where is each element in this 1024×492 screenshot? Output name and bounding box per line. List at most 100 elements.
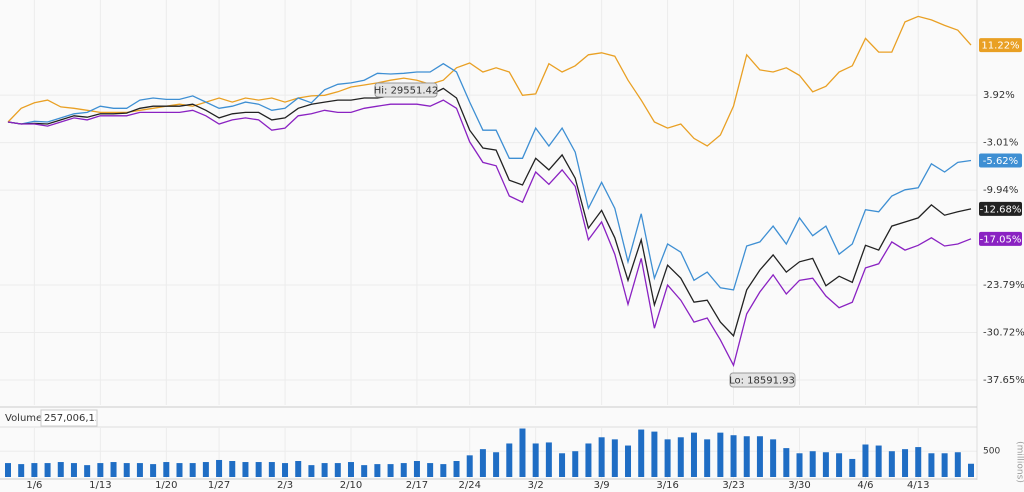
volume-readout-box [40, 409, 98, 427]
y-tick-label: -23.79% [983, 280, 1024, 291]
volume-bar [770, 439, 777, 477]
volume-bar [479, 449, 486, 477]
volume-bar [836, 453, 843, 477]
volume-bar [44, 463, 51, 477]
volume-bar [506, 443, 513, 477]
end-label: 11.22% [981, 41, 1019, 52]
volume-bar [242, 462, 249, 477]
y-tick-label: 500 [983, 447, 1000, 457]
volume-bar [638, 429, 645, 477]
y-tick-label: -3.01% [983, 138, 1018, 149]
volume-bar [387, 464, 394, 477]
x-tick-label: 3/2 [528, 480, 544, 491]
volume-bar [677, 437, 684, 477]
volume-bar [690, 432, 697, 477]
x-tick-label: 2/3 [277, 480, 293, 491]
end-badge [979, 38, 1022, 53]
right-axis: 3.92% -3.01% -9.94% -23.79% -30.72% -37.65% 50… [979, 38, 1024, 457]
volume-bar [123, 463, 130, 477]
volume-bar [875, 445, 882, 477]
volume-readout: 257,006,150 [44, 413, 108, 424]
volume-bar [519, 428, 526, 477]
x-tick-label: 1/20 [155, 480, 177, 491]
volume-bar [97, 463, 104, 477]
series-line [7, 87, 972, 338]
volume-bar [756, 436, 763, 477]
volume-bar [295, 461, 302, 477]
volume-bar [862, 444, 869, 477]
annotation: Hi: 29551.42 [374, 86, 439, 97]
volume-bar [413, 461, 420, 477]
volume-bar [70, 463, 77, 477]
volume-bar [611, 439, 618, 477]
volume-bar [572, 451, 579, 477]
volume-bar [110, 462, 117, 477]
volume-bar [255, 462, 262, 477]
volume-bar [163, 462, 170, 477]
end-badge [979, 153, 1022, 168]
volume-bar [282, 463, 289, 477]
volume-bar [559, 453, 566, 477]
x-tick-label: 1/13 [89, 480, 111, 491]
volume-bar [928, 453, 935, 477]
x-tick-label: 3/30 [788, 480, 810, 491]
volume-bar [585, 443, 592, 477]
volume-bar [954, 452, 961, 477]
x-tick-label: 2/24 [458, 480, 480, 491]
annotation-box [729, 372, 796, 388]
volume-bar [545, 442, 552, 477]
volume-bar [809, 451, 816, 477]
volume-bar [730, 435, 737, 477]
end-label: -12.68% [980, 204, 1022, 215]
volume-bar [347, 462, 354, 477]
volume-bar [5, 463, 11, 477]
volume-bar [176, 463, 183, 477]
end-label: -17.05% [980, 234, 1022, 245]
volume-bar [796, 453, 803, 477]
volume-bar [664, 439, 671, 477]
y-tick-label: -9.94% [983, 185, 1018, 196]
volume-bar [268, 462, 275, 477]
volume-axis-label: (millions) [1015, 441, 1024, 483]
volume-bar [374, 464, 381, 477]
volume-bar [849, 458, 856, 477]
annotation: Lo: 18591.93 [729, 376, 795, 387]
x-tick-label: 4/6 [857, 480, 873, 491]
volume-bar [229, 461, 236, 477]
volume-bar [31, 463, 38, 477]
volume-bar [216, 459, 223, 477]
volume-bar [400, 463, 407, 477]
volume-bar [189, 463, 196, 477]
x-tick-label: 1/6 [26, 480, 42, 491]
volume-bar [532, 443, 539, 477]
volume-bar [598, 437, 605, 477]
volume-bar [704, 439, 711, 477]
volume-bar [743, 436, 750, 477]
volume-bar [427, 463, 434, 477]
end-badge [979, 231, 1022, 246]
volume-bar [202, 462, 209, 477]
volume-bar [57, 462, 64, 477]
end-label: -5.62% [983, 156, 1018, 167]
grid: 1/6 1/13 1/20 1/27 2/3 2/10 2/17 2/24 3/2 3/9 3/16… [0, 0, 977, 491]
volume-bar [321, 463, 328, 477]
y-tick-label: 3.92% [983, 90, 1015, 101]
volume-bar [651, 431, 658, 477]
volume-bar [334, 463, 341, 477]
volume-title: Volume [5, 413, 42, 424]
x-tick-label: 2/10 [340, 480, 362, 491]
series-line [7, 99, 972, 368]
y-tick-label: -37.65% [983, 375, 1024, 386]
x-tick-label: 3/16 [656, 480, 678, 491]
y-tick-label: -30.72% [983, 327, 1024, 338]
volume-bar [18, 464, 25, 477]
volume-bar [888, 451, 895, 477]
volume-bar [493, 452, 500, 477]
volume-bar [150, 464, 157, 477]
x-tick-label: 2/17 [406, 480, 428, 491]
volume-bar [440, 464, 447, 477]
marks [5, 15, 974, 477]
x-tick-label: 4/13 [907, 480, 929, 491]
volume-bar [84, 465, 91, 477]
volume-bar [941, 453, 948, 477]
